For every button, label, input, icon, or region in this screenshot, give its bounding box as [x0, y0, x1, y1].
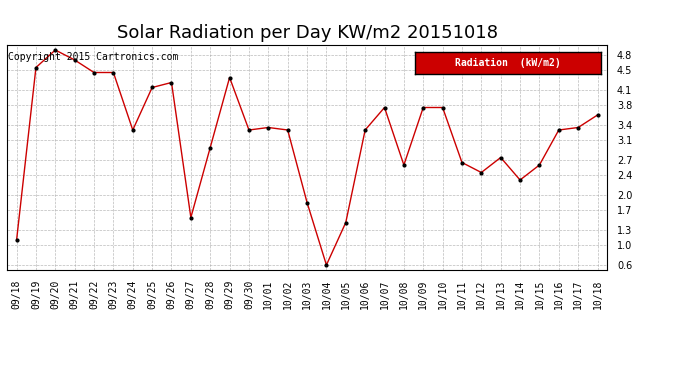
Title: Solar Radiation per Day KW/m2 20151018: Solar Radiation per Day KW/m2 20151018: [117, 24, 497, 42]
Text: Copyright 2015 Cartronics.com: Copyright 2015 Cartronics.com: [8, 52, 179, 62]
